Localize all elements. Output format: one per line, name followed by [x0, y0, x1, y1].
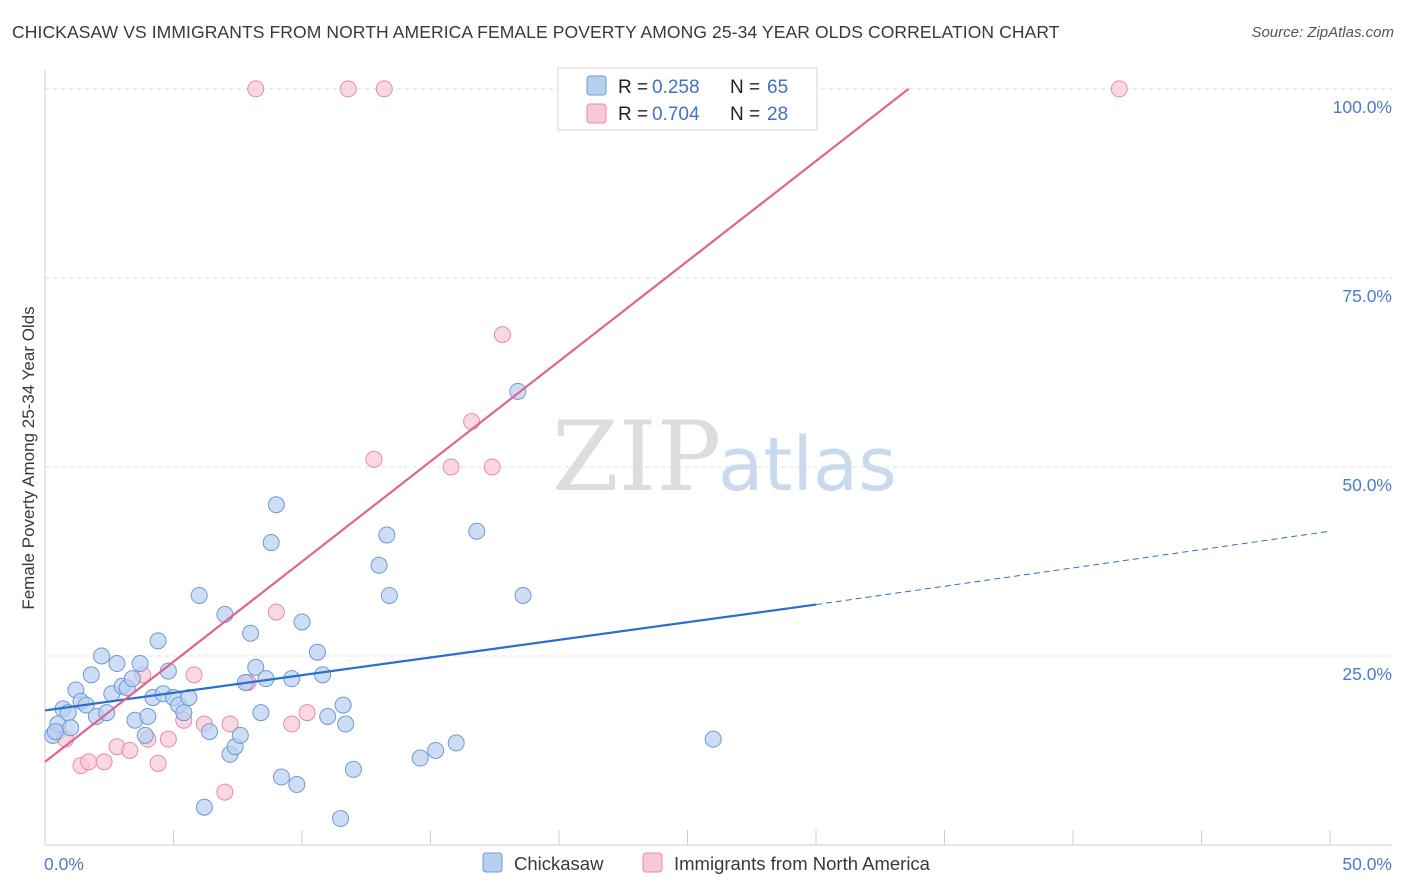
chickasaw-point [195, 798, 213, 816]
immigrants-point [95, 753, 113, 771]
watermark-zip: ZIP [552, 401, 721, 513]
series-legend: Chickasaw Immigrants from North America [482, 852, 931, 874]
chickasaw-point [380, 586, 398, 604]
immigrants-point [159, 730, 177, 748]
chickasaw-point [319, 707, 337, 725]
y-tick-labels: 25.0% 50.0% 75.0% 100.0% [1333, 97, 1392, 684]
legend-r-label-2: R = [618, 104, 648, 125]
immigrants-point [185, 666, 203, 684]
chickasaw-trend-line-extension [815, 530, 1331, 606]
watermark-atlas: atlas [718, 422, 897, 508]
immigrants-point [365, 450, 383, 468]
chickasaw-point [308, 643, 326, 661]
legend-r-value-2: 0.704 [652, 104, 700, 125]
chickasaw-point [283, 670, 301, 688]
chickasaw-point [131, 655, 149, 673]
legend-r-label-1: R = [618, 77, 648, 98]
legend-n-label-2: N = [730, 104, 760, 125]
immigrants-point [483, 458, 501, 476]
chickasaw-point [272, 768, 290, 786]
legend-r-value-1: 0.258 [652, 77, 700, 98]
x-tick-label-max: 50.0% [1342, 854, 1392, 874]
chickasaw-point [288, 776, 306, 794]
chickasaw-point [242, 624, 260, 642]
chickasaw-point [82, 666, 100, 684]
immigrants-point [493, 326, 511, 344]
bottom-legend-label-chickasaw: Chickasaw [514, 853, 604, 874]
immigrants-point [339, 80, 357, 98]
legend-swatch-chickasaw [586, 75, 607, 96]
y-axis-label: Female Poverty Among 25-34 Year Olds [19, 306, 38, 609]
chickasaw-point [200, 723, 218, 741]
immigrants-point [216, 783, 234, 801]
bottom-legend-label-immigrants: Immigrants from North America [674, 853, 931, 874]
chickasaw-trend-line [44, 603, 817, 712]
legend-n-value-2: 28 [767, 104, 788, 125]
chickasaw-point [93, 647, 111, 665]
immigrants-point [149, 754, 167, 772]
chickasaw-point [247, 658, 265, 676]
immigrants-trend-line [44, 88, 910, 763]
immigrants-point [221, 715, 239, 733]
immigrants-point [442, 458, 460, 476]
chickasaw-point [704, 730, 722, 748]
chickasaw-point [108, 655, 126, 673]
x-axis-ticks [44, 830, 1331, 845]
chickasaw-point [293, 613, 311, 631]
chickasaw-point [411, 749, 429, 767]
chart-title: CHICKASAW VS IMMIGRANTS FROM NORTH AMERI… [12, 22, 1060, 42]
chickasaw-point [175, 704, 193, 722]
chickasaw-point [378, 526, 396, 544]
immigrants-point [463, 413, 481, 431]
chickasaw-point [267, 496, 285, 514]
chickasaw-point [252, 704, 270, 722]
legend-swatch-immigrants [586, 103, 607, 124]
bottom-legend-swatch-chickasaw [482, 852, 503, 873]
chickasaw-point [123, 670, 141, 688]
correlation-legend: R = 0.258 N = 65 R = 0.704 N = 28 [557, 67, 818, 131]
source-credit: Source: ZipAtlas.com [1251, 24, 1394, 41]
immigrants-point [375, 80, 393, 98]
chickasaw-point [149, 632, 167, 650]
chickasaw-point [216, 605, 234, 623]
immigrants-point [80, 753, 98, 771]
chickasaw-point [231, 726, 249, 744]
legend-n-label-1: N = [730, 77, 760, 98]
chickasaw-point [334, 696, 352, 714]
x-tick-label-min: 0.0% [44, 854, 84, 874]
y-tick-label-75: 75.0% [1342, 286, 1392, 306]
chickasaw-point [262, 534, 280, 552]
immigrants-point [267, 603, 285, 621]
immigrants-point [1110, 80, 1128, 98]
chickasaw-point [427, 741, 445, 759]
series-chickasaw-points [44, 382, 722, 828]
chickasaw-point [468, 522, 486, 540]
bottom-legend-swatch-immigrants [642, 852, 663, 873]
chickasaw-point [46, 723, 64, 741]
trend-lines [44, 88, 1331, 763]
immigrants-point [298, 704, 316, 722]
chickasaw-point [447, 734, 465, 752]
chickasaw-point [136, 726, 154, 744]
immigrants-point [121, 741, 139, 759]
gridlines [45, 88, 1392, 657]
chickasaw-point [190, 586, 208, 604]
chickasaw-point [314, 666, 332, 684]
chickasaw-point [344, 760, 362, 778]
immigrants-point [247, 80, 265, 98]
immigrants-point [283, 715, 301, 733]
chickasaw-point [332, 810, 350, 828]
y-tick-label-50: 50.0% [1342, 475, 1392, 495]
chickasaw-point [370, 556, 388, 574]
y-tick-label-100: 100.0% [1333, 97, 1392, 117]
chickasaw-point [139, 707, 157, 725]
chickasaw-point [514, 586, 532, 604]
y-tick-label-25: 25.0% [1342, 664, 1392, 684]
chickasaw-point [62, 719, 80, 737]
chickasaw-point [337, 715, 355, 733]
legend-n-value-1: 65 [767, 77, 788, 98]
